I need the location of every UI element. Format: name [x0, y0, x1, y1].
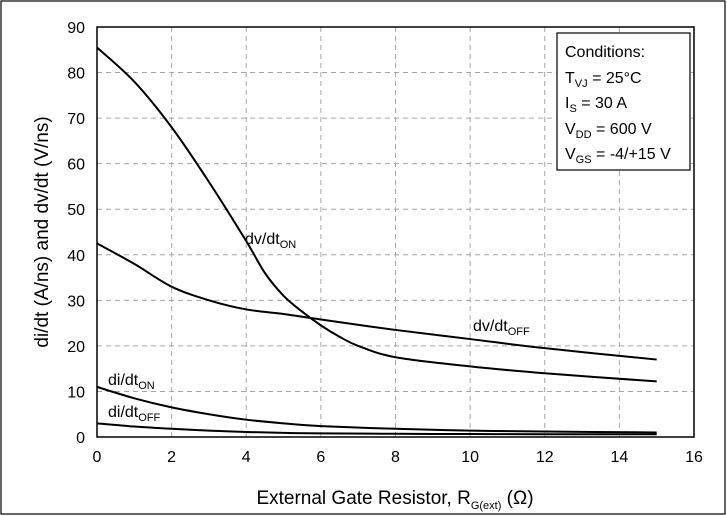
condition-is: IS = 30 A	[565, 95, 627, 115]
x-tick-label: 12	[536, 449, 554, 466]
series-line-dvdt-off	[96, 242, 657, 361]
x-tick-label: 8	[391, 449, 400, 466]
x-tick-label: 10	[461, 449, 479, 466]
y-tick-label: 90	[67, 20, 85, 37]
x-tick-label: 0	[93, 449, 102, 466]
y-tick-label: 60	[67, 157, 85, 174]
y-tick-label: 70	[67, 111, 85, 128]
condition-vgs: VGS = -4/+15 V	[565, 146, 671, 166]
condition-tvj: TVJ = 25°C	[565, 70, 642, 90]
plot-area-border	[96, 26, 695, 438]
y-tick-label: 30	[67, 293, 85, 310]
y-tick-label: 10	[67, 384, 85, 401]
y-tick-label: 40	[67, 248, 85, 265]
series-line-didt-off	[96, 422, 657, 436]
y-tick-label: 20	[67, 339, 85, 356]
series-layer	[96, 46, 657, 436]
x-tick-labels: 0 2 4 6 8 10 12 14 16	[93, 449, 703, 466]
series-label-dvdt-off: dv/dtOFF	[473, 318, 530, 338]
conditions-title: Conditions:	[565, 44, 645, 61]
x-tick-label: 16	[685, 449, 703, 466]
x-tick-label: 2	[167, 449, 176, 466]
x-tick-label: 6	[316, 449, 325, 466]
x-axis-title: External Gate Resistor, RG(ext) (Ω)	[256, 488, 533, 512]
x-tick-label: 4	[242, 449, 251, 466]
y-tick-labels: 0 10 20 30 40 50 60 70 80 90	[67, 20, 85, 447]
series-line-dvdt-on	[96, 46, 657, 383]
y-tick-label: 80	[67, 66, 85, 83]
series-label-didt-on: di/dtON	[108, 372, 155, 392]
y-axis-title: di/dt (A/ns) and dv/dt (V/ns)	[32, 116, 53, 347]
conditions-box: Conditions: TVJ = 25°C IS = 30 A VDD = 6…	[556, 32, 691, 171]
y-tick-label: 50	[67, 202, 85, 219]
condition-vdd: VDD = 600 V	[565, 121, 652, 141]
series-label-dvdt-on: dv/dtON	[245, 231, 296, 251]
series-label-didt-off: di/dtOFF	[108, 404, 161, 424]
y-tick-label: 0	[76, 430, 85, 447]
conditions-box-border	[556, 32, 691, 171]
x-tick-label: 14	[610, 449, 628, 466]
series-line-didt-on	[96, 385, 657, 434]
